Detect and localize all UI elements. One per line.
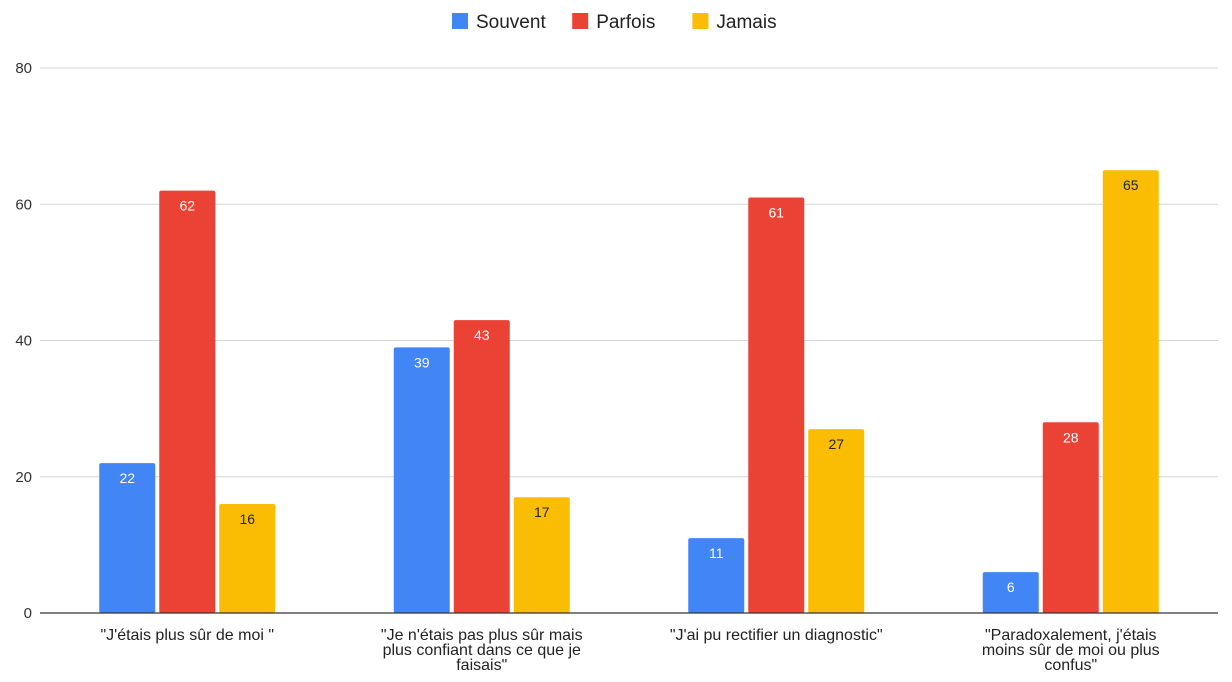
legend-item-souvent: Souvent <box>452 12 546 33</box>
legend-swatch-souvent <box>452 13 468 29</box>
legend: Souvent Parfois Jamais <box>452 12 777 33</box>
x-tick-label-3: "J'ai pu rectifier un diagnostic" <box>670 627 883 644</box>
grid-layer <box>40 67 1218 478</box>
legend-label-parfois: Parfois <box>596 12 655 33</box>
bar-souvent-2 <box>393 347 450 613</box>
x-tick-label-line: "J'étais plus sûr de moi " <box>100 627 274 644</box>
x-tick-label-1: "J'étais plus sûr de moi " <box>100 627 274 644</box>
data-label-souvent-2: 39 <box>414 354 430 370</box>
legend-label-souvent: Souvent <box>476 12 546 33</box>
y-tick-label: 80 <box>15 60 32 77</box>
bar-jamais-1 <box>219 504 276 613</box>
x-tick-label-line: confus" <box>1044 657 1097 674</box>
x-tick-label-line: plus confiant dans ce que je <box>383 642 581 659</box>
legend-item-parfois: Parfois <box>572 12 655 33</box>
legend-item-jamais: Jamais <box>692 12 777 33</box>
data-label-jamais-3: 27 <box>828 436 844 452</box>
x-tick-label-line: "Paradoxalement, j'étais <box>985 627 1157 644</box>
data-label-jamais-4: 65 <box>1123 177 1139 193</box>
bar-jamais-3 <box>808 429 865 613</box>
data-label-souvent-1: 22 <box>119 470 135 486</box>
bars-layer <box>99 170 1159 613</box>
x-tick-label-4: "Paradoxalement, j'étais moins sûr de moi… <box>982 627 1160 674</box>
data-label-souvent-4: 6 <box>1007 579 1015 595</box>
x-tick-label-line: "Je n'étais pas plus sûr mais <box>381 627 583 644</box>
bar-parfois-1 <box>159 190 216 613</box>
bar-souvent-3 <box>688 538 745 613</box>
bar-souvent-1 <box>99 463 156 613</box>
y-tick-label: 0 <box>24 605 32 622</box>
data-label-jamais-2: 17 <box>534 504 550 520</box>
x-tick-label-line: "J'ai pu rectifier un diagnostic" <box>670 627 883 644</box>
y-tick-label: 40 <box>15 333 32 350</box>
data-label-parfois-1: 62 <box>179 198 195 214</box>
data-label-jamais-1: 16 <box>239 511 255 527</box>
y-tick-label: 20 <box>15 469 32 486</box>
bar-parfois-4 <box>1042 422 1099 613</box>
legend-label-jamais: Jamais <box>716 12 776 33</box>
x-tick-label-2: "Je n'étais pas plus sûr mais plus confia… <box>381 627 583 674</box>
data-label-parfois-2: 43 <box>474 327 490 343</box>
data-label-parfois-4: 28 <box>1063 429 1079 445</box>
legend-swatch-jamais <box>692 13 709 29</box>
bar-parfois-3 <box>748 197 805 613</box>
x-axis: "J'étais plus sûr de moi " "Je n'étais pa… <box>40 612 1218 674</box>
bar-jamais-4 <box>1102 170 1159 613</box>
bar-parfois-2 <box>453 320 510 613</box>
x-tick-label-line: faisais" <box>456 657 507 674</box>
data-label-souvent-3: 11 <box>709 545 724 561</box>
data-label-parfois-3: 61 <box>768 204 784 220</box>
data-labels-layer: 22 62 16 39 43 17 11 61 27 6 28 65 <box>119 177 1138 595</box>
bar-jamais-2 <box>513 497 570 613</box>
y-axis: 0 20 40 60 80 <box>15 60 32 622</box>
x-tick-label-line: moins sûr de moi ou plus <box>982 642 1160 659</box>
legend-swatch-parfois <box>572 13 589 29</box>
y-tick-label: 60 <box>15 196 32 213</box>
bar-souvent-4 <box>982 572 1039 613</box>
